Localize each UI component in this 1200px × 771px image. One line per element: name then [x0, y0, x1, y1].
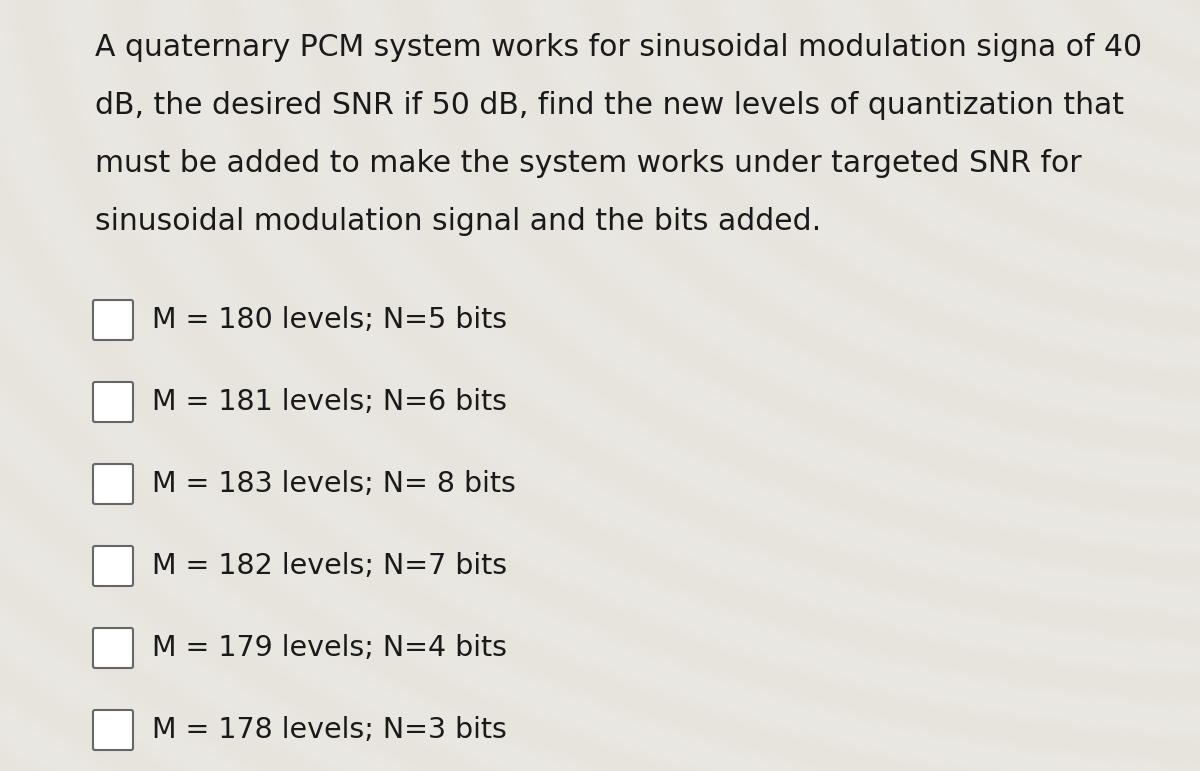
Text: M = 183 levels; N= 8 bits: M = 183 levels; N= 8 bits — [152, 470, 516, 498]
Text: M = 182 levels; N=7 bits: M = 182 levels; N=7 bits — [152, 552, 506, 580]
Text: M = 181 levels; N=6 bits: M = 181 levels; N=6 bits — [152, 388, 506, 416]
Text: must be added to make the system works under targeted SNR for: must be added to make the system works u… — [95, 149, 1081, 177]
Text: M = 180 levels; N=5 bits: M = 180 levels; N=5 bits — [152, 306, 506, 334]
FancyBboxPatch shape — [94, 464, 133, 504]
Text: A quaternary PCM system works for sinusoidal modulation signa of 40: A quaternary PCM system works for sinuso… — [95, 32, 1142, 62]
FancyBboxPatch shape — [94, 546, 133, 586]
FancyBboxPatch shape — [94, 710, 133, 750]
Text: M = 179 levels; N=4 bits: M = 179 levels; N=4 bits — [152, 634, 506, 662]
FancyBboxPatch shape — [94, 300, 133, 340]
Text: sinusoidal modulation signal and the bits added.: sinusoidal modulation signal and the bit… — [95, 207, 821, 235]
FancyBboxPatch shape — [94, 628, 133, 668]
FancyBboxPatch shape — [94, 382, 133, 422]
Text: dB, the desired SNR if 50 dB, find the new levels of quantization that: dB, the desired SNR if 50 dB, find the n… — [95, 90, 1124, 120]
Text: M = 178 levels; N=3 bits: M = 178 levels; N=3 bits — [152, 716, 506, 744]
